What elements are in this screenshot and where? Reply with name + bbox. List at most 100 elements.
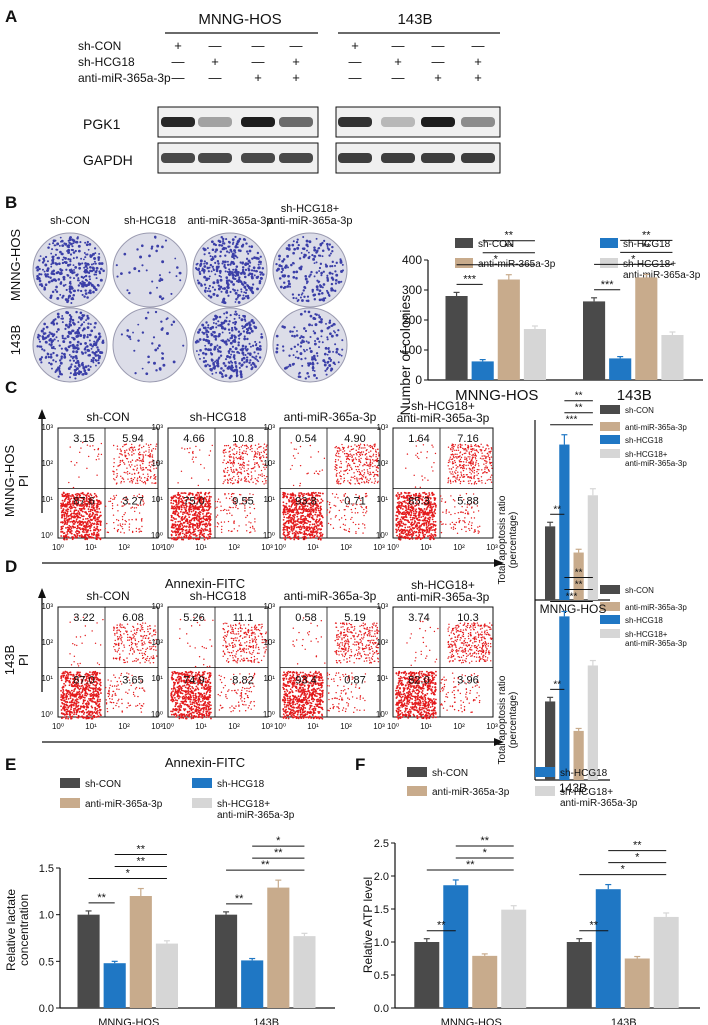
colony-dot <box>78 327 81 330</box>
flow-event <box>97 453 100 455</box>
colony-dot <box>204 286 207 289</box>
colony-dot <box>221 262 224 265</box>
colony-dot <box>67 251 71 254</box>
flow-event <box>133 453 135 455</box>
flow-event <box>362 523 364 525</box>
flow-event <box>186 522 189 525</box>
flow-event <box>311 515 314 517</box>
flow-event <box>81 491 84 494</box>
flow-event <box>348 528 351 530</box>
colony-dot <box>70 285 73 288</box>
flow-event <box>181 503 184 506</box>
colony-dot <box>76 236 79 239</box>
flow-event <box>220 528 223 531</box>
flow-event <box>94 517 96 520</box>
flow-x-tick-label: 10² <box>228 543 240 552</box>
flow-event <box>298 492 301 495</box>
flow-event <box>113 495 115 497</box>
flow-event <box>192 507 195 510</box>
colony-dot <box>212 242 216 246</box>
flow-event <box>128 464 131 466</box>
flow-event <box>363 514 365 517</box>
flow-event <box>360 447 362 449</box>
flow-event <box>247 447 249 449</box>
colony-dot <box>170 292 173 295</box>
colony-dot <box>73 369 76 371</box>
flow-event <box>200 492 202 495</box>
flow-event <box>192 528 195 531</box>
treatment-mark: — <box>252 38 265 53</box>
flow-event <box>306 513 309 516</box>
colony-dot <box>237 239 240 243</box>
colony-dot <box>245 365 248 368</box>
colony-dot <box>306 280 309 283</box>
flow-event <box>194 504 197 507</box>
significance-mark: * <box>631 253 636 265</box>
colony-dot <box>312 316 316 320</box>
flow-event <box>181 519 184 522</box>
flow-event <box>319 492 322 495</box>
colony-dot <box>215 326 218 329</box>
flow-event <box>187 493 190 496</box>
colony-dot <box>239 261 242 264</box>
flow-event <box>196 522 198 525</box>
flow-event <box>208 497 211 500</box>
flow-event <box>138 512 141 514</box>
flow-event <box>349 482 352 485</box>
blot-band <box>461 153 495 163</box>
colony-dot <box>232 283 235 286</box>
flow-event <box>69 507 72 510</box>
flow-event <box>65 535 68 538</box>
flow-event <box>137 453 140 455</box>
flow-event <box>335 514 337 517</box>
colony-dot <box>315 352 319 355</box>
flow-event <box>92 504 95 507</box>
colony-dot <box>43 349 46 352</box>
flow-event <box>139 530 141 532</box>
flow-event <box>140 504 142 506</box>
flow-event <box>72 500 75 503</box>
flow-event <box>82 507 84 510</box>
colony-dot <box>68 294 72 298</box>
flow-event <box>283 537 285 539</box>
legend-swatch <box>455 238 473 248</box>
flow-event <box>170 499 173 502</box>
colony-dot <box>233 257 236 260</box>
flow-event <box>233 457 235 460</box>
colony-dot <box>160 297 164 301</box>
flow-event <box>356 480 358 482</box>
colony-dot <box>261 273 265 276</box>
colony-dot <box>158 344 161 347</box>
significance-mark: ** <box>505 230 514 242</box>
colony-dot <box>209 368 213 371</box>
panel-letter-E: E <box>5 755 16 774</box>
flow-y-tick-label: 10² <box>41 459 53 468</box>
flow-event <box>291 464 293 467</box>
colony-dot <box>321 249 325 252</box>
colony-dot <box>243 326 246 328</box>
flow-event <box>124 455 127 458</box>
colony-dot <box>245 288 248 292</box>
colony-dot <box>205 262 209 265</box>
colony-dot <box>53 338 56 341</box>
colony-dot <box>244 291 248 294</box>
colony-dot <box>231 350 234 353</box>
flow-event <box>175 518 177 520</box>
colony-dot <box>217 262 220 265</box>
flow-event <box>75 518 78 521</box>
flow-event <box>429 497 432 500</box>
flow-event <box>293 518 295 520</box>
colony-dot <box>333 323 336 326</box>
flow-event <box>94 516 97 518</box>
flow-event <box>193 497 196 500</box>
flow-event <box>191 458 194 460</box>
flow-event <box>240 468 242 470</box>
flow-event <box>170 507 173 510</box>
flow-event <box>73 523 76 525</box>
flow-event <box>198 515 201 518</box>
flow-event <box>132 449 135 452</box>
flow-event <box>180 492 183 495</box>
flow-event <box>369 455 371 457</box>
flow-event <box>64 521 67 524</box>
